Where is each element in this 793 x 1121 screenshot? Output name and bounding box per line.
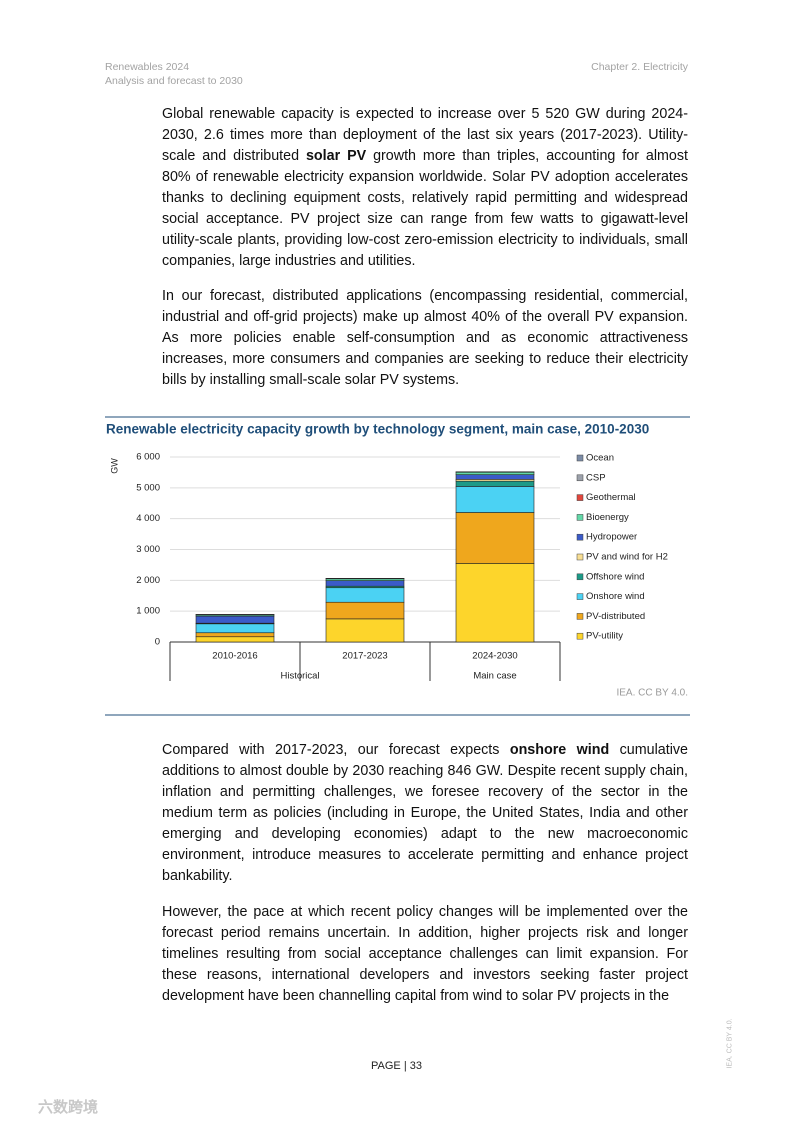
legend-swatch bbox=[576, 553, 584, 561]
y-tick-label: 6 000 bbox=[136, 452, 160, 463]
text-run: However, the pace at which recent policy… bbox=[162, 904, 688, 1004]
legend-swatch bbox=[576, 494, 584, 501]
legend-label: PV-distributed bbox=[586, 611, 645, 622]
y-tick-label: 2 000 bbox=[136, 575, 160, 586]
page-number: PAGE | 33 bbox=[371, 1060, 422, 1072]
y-tick-label: 0 bbox=[155, 637, 160, 648]
bar-segment bbox=[195, 623, 275, 634]
legend-label: Onshore wind bbox=[586, 591, 645, 602]
bar-segment bbox=[455, 486, 535, 513]
y-axis-label: GW bbox=[109, 458, 119, 474]
paragraph: Global renewable capacity is expected to… bbox=[162, 104, 688, 272]
x-tick-label: 2017-2023 bbox=[342, 651, 387, 662]
paragraph: However, the pace at which recent policy… bbox=[162, 902, 688, 1007]
x-tick-label: 2024-2030 bbox=[472, 651, 517, 662]
header-subtitle: Analysis and forecast to 2030 bbox=[105, 75, 243, 87]
bar-segment bbox=[195, 636, 275, 643]
y-tick-label: 3 000 bbox=[136, 544, 160, 555]
text-run: growth more than triples, accounting for… bbox=[162, 148, 689, 269]
legend-label: CSP bbox=[586, 472, 606, 483]
bar-segment bbox=[325, 587, 405, 603]
y-tick-label: 1 000 bbox=[136, 606, 160, 617]
bold-text: onshore wind bbox=[509, 742, 610, 758]
y-tick-label: 4 000 bbox=[136, 513, 160, 524]
x-tick-label: 2010-2016 bbox=[212, 651, 257, 662]
header-left: Renewables 2024 Analysis and forecast to… bbox=[105, 60, 243, 88]
chart: Renewable electricity capacity growth by… bbox=[105, 416, 690, 716]
group-label: Main case bbox=[473, 671, 516, 682]
legend-swatch bbox=[576, 593, 584, 600]
legend-label: Ocean bbox=[586, 453, 614, 464]
bar-segment bbox=[325, 580, 405, 587]
text-run: Compared with 2017-2023, our forecast ex… bbox=[162, 742, 510, 758]
paragraph: Compared with 2017-2023, our forecast ex… bbox=[162, 740, 688, 887]
group-label: Historical bbox=[280, 671, 319, 682]
header-right: Chapter 2. Electricity bbox=[591, 61, 688, 73]
legend-label: Bioenergy bbox=[586, 512, 629, 523]
legend-label: Offshore wind bbox=[586, 571, 644, 582]
legend-swatch bbox=[576, 454, 584, 462]
paragraph: In our forecast, distributed application… bbox=[162, 286, 688, 391]
text-run: Global renewable capacity is expected to… bbox=[162, 106, 688, 164]
bold-text: solar PV bbox=[305, 148, 367, 164]
watermark: 六数跨境 bbox=[38, 1099, 99, 1116]
bar-segment bbox=[195, 632, 275, 638]
legend-swatch bbox=[576, 533, 584, 541]
bar-segment bbox=[455, 471, 535, 475]
legend-swatch bbox=[576, 632, 584, 640]
y-tick-label: 5 000 bbox=[136, 482, 160, 493]
legend-label: Hydropower bbox=[586, 532, 637, 543]
side-note: IEA. CC BY 4.0. bbox=[726, 1018, 734, 1069]
text-run: cumulative additions to almost double by… bbox=[162, 742, 688, 884]
legend-label: PV and wind for H2 bbox=[586, 552, 668, 563]
legend-swatch bbox=[576, 514, 584, 521]
bar-segment bbox=[195, 615, 275, 624]
source: IEA. CC BY 4.0. bbox=[616, 688, 688, 699]
header-title: Renewables 2024 bbox=[105, 61, 190, 73]
bar-segment bbox=[325, 601, 405, 620]
bar-segment bbox=[325, 618, 405, 643]
chart-title: Renewable electricity capacity growth by… bbox=[106, 422, 649, 437]
text-run: In our forecast, distributed application… bbox=[162, 288, 688, 388]
legend-label: PV-utility bbox=[586, 631, 623, 642]
bar-segment bbox=[455, 512, 535, 564]
bar-segment bbox=[455, 474, 535, 480]
legend-swatch bbox=[576, 613, 584, 620]
bar-segment bbox=[455, 563, 535, 643]
legend-swatch bbox=[576, 474, 584, 482]
bar-segment bbox=[455, 480, 535, 487]
legend-label: Geothermal bbox=[586, 492, 636, 503]
legend-swatch bbox=[576, 573, 584, 581]
